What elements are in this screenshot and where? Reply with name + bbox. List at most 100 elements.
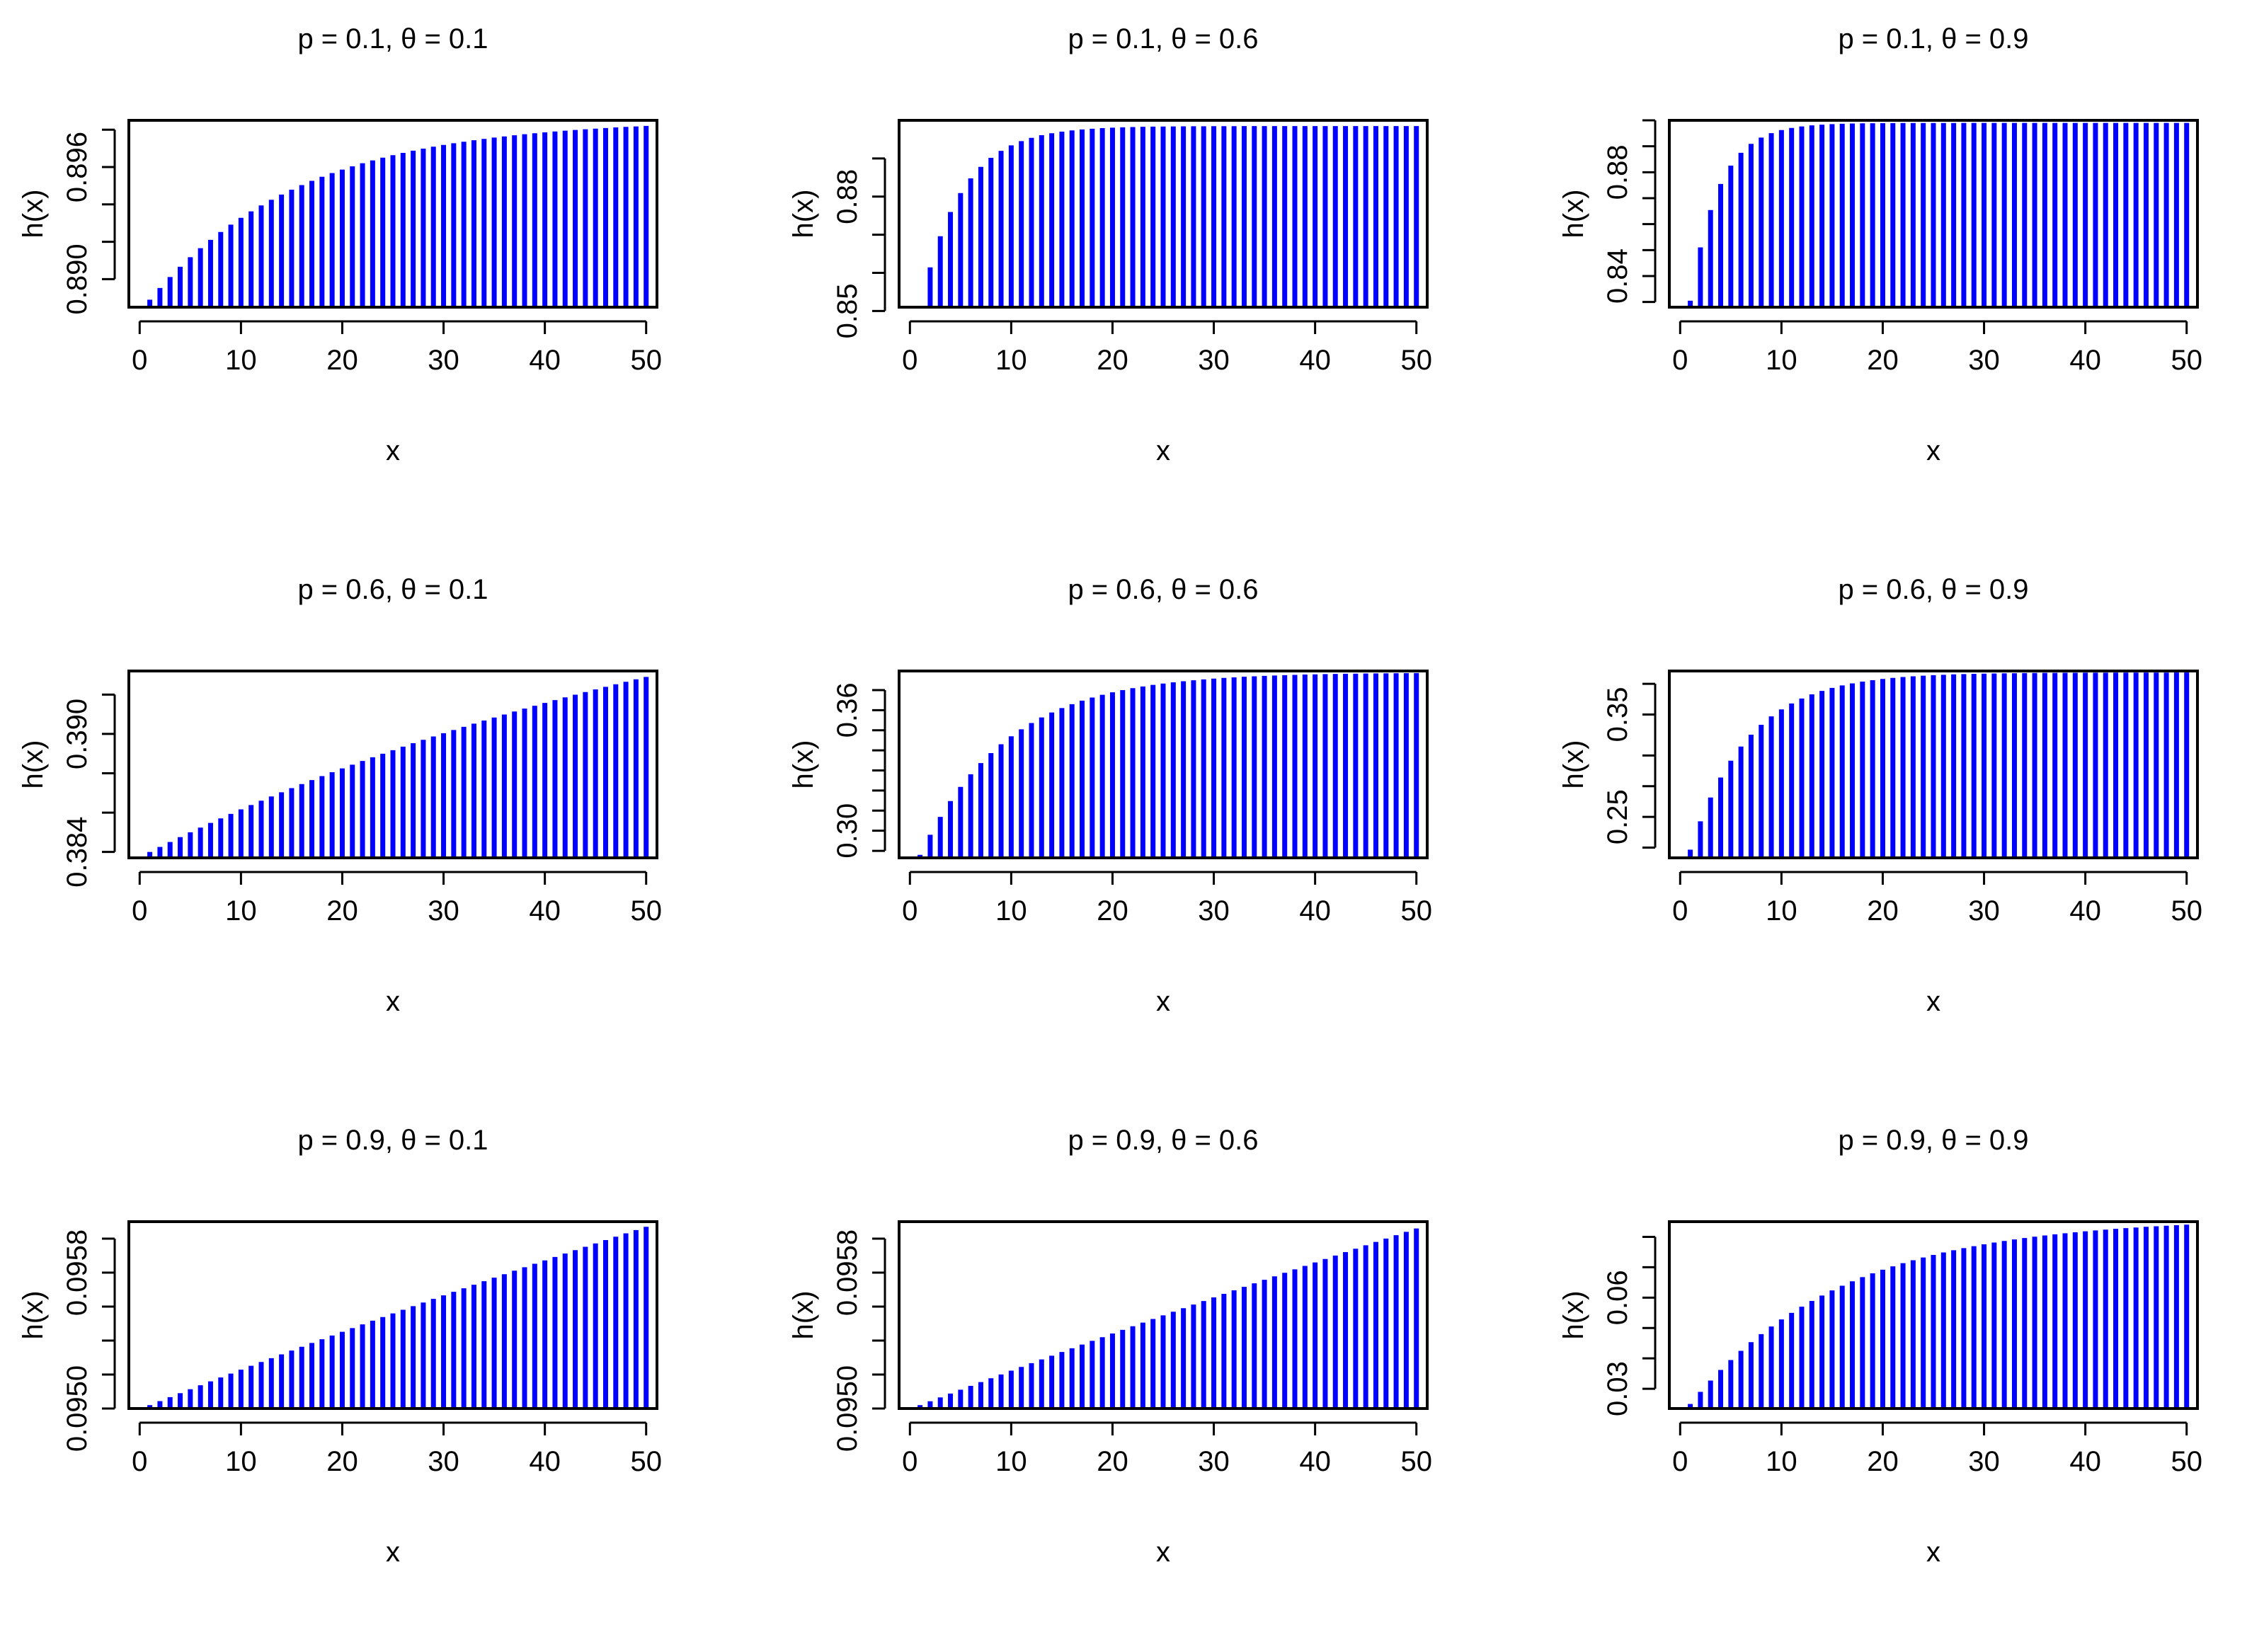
bar-series [927, 126, 1419, 307]
x-tick-label: 0 [902, 345, 917, 376]
x-axis-label: x [1156, 1537, 1170, 1568]
x-tick-label: 30 [428, 895, 459, 927]
bar-series [1688, 1224, 2190, 1409]
x-axis-label: x [1156, 986, 1170, 1017]
bar-series [1688, 122, 2190, 307]
y-tick-label: 0.0950 [832, 1365, 863, 1452]
x-axis-label: x [1926, 986, 1940, 1017]
chart-title: p = 0.6, θ = 0.6 [1068, 574, 1258, 605]
y-axis-label: h(x) [788, 1291, 819, 1340]
y-tick-label: 0.25 [1602, 789, 1633, 844]
x-tick-label: 0 [132, 345, 147, 376]
y-tick-label: 0.384 [62, 817, 93, 888]
x-tick-label: 0 [1672, 1446, 1688, 1477]
y-tick-label: 0.35 [1602, 687, 1633, 742]
x-tick-label: 20 [326, 345, 358, 376]
x-tick-label: 30 [428, 1446, 459, 1477]
x-tick-label: 0 [902, 895, 917, 927]
y-tick-label: 0.0958 [832, 1229, 863, 1316]
x-tick-label: 50 [630, 1446, 662, 1477]
x-tick-label: 40 [529, 1446, 561, 1477]
x-tick-label: 20 [1097, 895, 1128, 927]
y-tick-label: 0.390 [62, 699, 93, 769]
x-tick-label: 10 [995, 345, 1027, 376]
chart-panel-6: p = 0.6, θ = 0.9 0 10 20 30 40 50 x 0.25 0.35 h(x) [1540, 551, 2264, 1101]
chart-svg: p = 0.9, θ = 0.9 0 10 20 30 40 50 x 0.03 0.06 h(x) [1558, 1125, 2202, 1568]
x-axis-label: x [1156, 435, 1170, 466]
bar-series [917, 672, 1419, 858]
x-tick-label: 50 [1400, 345, 1432, 376]
x-tick-label: 0 [902, 1446, 917, 1477]
chart-title: p = 0.6, θ = 0.1 [297, 574, 488, 605]
x-tick-label: 20 [1097, 1446, 1128, 1477]
chart-svg: p = 0.6, θ = 0.9 0 10 20 30 40 50 x 0.25 0.35 h(x) [1558, 574, 2202, 1017]
chart-title: p = 0.9, θ = 0.9 [1838, 1125, 2028, 1156]
chart-title: p = 0.9, θ = 0.6 [1068, 1125, 1258, 1156]
y-tick-label: 0.88 [1602, 144, 1633, 200]
bar-series [147, 677, 649, 858]
x-tick-label: 30 [1968, 895, 2000, 927]
chart-panel-8: p = 0.9, θ = 0.6 0 10 20 30 40 50 x 0.0950 0.0958… [770, 1101, 1525, 1652]
plot-box [1668, 670, 2199, 859]
chart-title: p = 0.9, θ = 0.1 [297, 1125, 488, 1156]
x-tick-label: 40 [2069, 345, 2101, 376]
y-tick-label: 0.85 [832, 283, 863, 338]
chart-panel-2: p = 0.1, θ = 0.6 0 10 20 30 40 50 x 0.85 0.88 h(x) [770, 0, 1525, 551]
x-tick-label: 50 [2171, 895, 2202, 927]
chart-svg: p = 0.1, θ = 0.1 0 10 20 30 40 50 x 0.890 0.896 h(… [18, 23, 662, 466]
plot-box [898, 1220, 1429, 1410]
x-tick-label: 10 [995, 895, 1027, 927]
x-tick-label: 50 [1400, 895, 1432, 927]
y-tick-label: 0.890 [62, 243, 93, 314]
chart-panel-4: p = 0.6, θ = 0.1 0 10 20 30 40 50 x 0.384 0.390 h(… [0, 551, 755, 1101]
x-tick-label: 30 [428, 345, 459, 376]
bar-series [1688, 672, 2190, 858]
chart-svg: p = 0.9, θ = 0.6 0 10 20 30 40 50 x 0.0950 0.0958… [788, 1125, 1432, 1568]
y-axis-label: h(x) [1558, 190, 1589, 239]
x-tick-label: 50 [630, 345, 662, 376]
chart-svg: p = 0.6, θ = 0.1 0 10 20 30 40 50 x 0.384 0.390 h(… [18, 574, 662, 1017]
x-tick-label: 10 [225, 895, 257, 927]
x-tick-label: 40 [1299, 1446, 1331, 1477]
x-axis-label: x [1926, 435, 1940, 466]
chart-title: p = 0.1, θ = 0.9 [1838, 23, 2028, 55]
x-tick-label: 10 [1766, 895, 1797, 927]
y-tick-label: 0.36 [832, 682, 863, 738]
x-tick-label: 0 [132, 895, 147, 927]
x-tick-label: 50 [2171, 345, 2202, 376]
chart-title: p = 0.1, θ = 0.1 [297, 23, 488, 55]
x-tick-label: 50 [630, 895, 662, 927]
y-axis-label: h(x) [1558, 740, 1589, 789]
x-axis-label: x [386, 986, 400, 1017]
bar-series [917, 1228, 1419, 1409]
x-tick-label: 50 [2171, 1446, 2202, 1477]
y-tick-label: 0.06 [1602, 1270, 1633, 1325]
x-tick-label: 30 [1198, 1446, 1230, 1477]
y-axis-label: h(x) [788, 190, 819, 239]
bar-series [147, 1227, 649, 1409]
chart-title: p = 0.6, θ = 0.9 [1838, 574, 2028, 605]
chart-title: p = 0.1, θ = 0.6 [1068, 23, 1258, 55]
x-tick-label: 40 [1299, 895, 1331, 927]
x-tick-label: 10 [225, 1446, 257, 1477]
y-axis-label: h(x) [18, 740, 49, 789]
x-tick-label: 10 [1766, 1446, 1797, 1477]
plot-box [898, 670, 1429, 859]
x-tick-label: 10 [995, 1446, 1027, 1477]
x-tick-label: 10 [225, 345, 257, 376]
y-axis-label: h(x) [18, 190, 49, 239]
y-tick-label: 0.0950 [62, 1365, 93, 1452]
y-tick-label: 0.84 [1602, 248, 1633, 304]
plot-box [898, 119, 1429, 309]
x-tick-label: 30 [1968, 1446, 2000, 1477]
y-tick-label: 0.88 [832, 169, 863, 224]
x-tick-label: 20 [326, 1446, 358, 1477]
x-tick-label: 40 [2069, 1446, 2101, 1477]
plot-box [127, 1220, 658, 1410]
y-axis-label: h(x) [788, 740, 819, 789]
chart-svg: p = 0.1, θ = 0.9 0 10 20 30 40 50 x 0.84 0.88 h(x) [1558, 23, 2202, 466]
y-axis-label: h(x) [1558, 1291, 1589, 1340]
x-axis-label: x [386, 435, 400, 466]
chart-panel-5: p = 0.6, θ = 0.6 0 10 20 30 40 50 x 0.30 0.36 h(x) [770, 551, 1525, 1101]
x-tick-label: 40 [529, 345, 561, 376]
